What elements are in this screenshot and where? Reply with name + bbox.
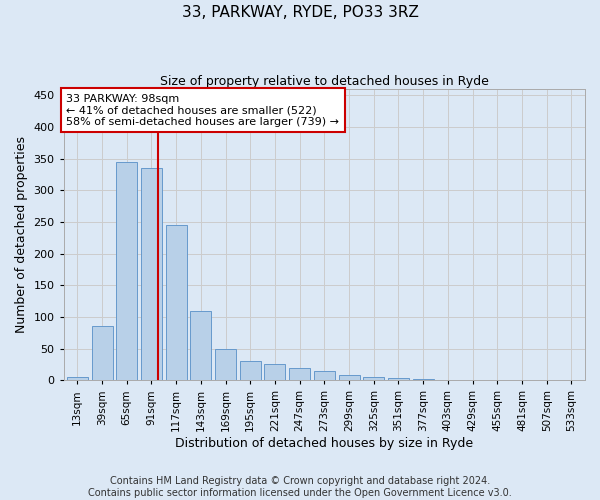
Bar [92,326,113,380]
Bar [215,348,236,380]
Text: Contains HM Land Registry data © Crown copyright and database right 2024.
Contai: Contains HM Land Registry data © Crown c… [88,476,512,498]
Bar [190,310,211,380]
Bar [240,362,261,380]
Text: 33 PARKWAY: 98sqm
← 41% of detached houses are smaller (522)
58% of semi-detache: 33 PARKWAY: 98sqm ← 41% of detached hous… [67,94,340,126]
Bar [67,377,88,380]
Y-axis label: Number of detached properties: Number of detached properties [15,136,28,333]
Bar [166,225,187,380]
Bar [141,168,162,380]
Bar [338,375,359,380]
Text: 33, PARKWAY, RYDE, PO33 3RZ: 33, PARKWAY, RYDE, PO33 3RZ [182,5,418,20]
Bar [388,378,409,380]
Bar [363,377,384,380]
Bar [413,379,434,380]
Bar [289,368,310,380]
Bar [265,364,286,380]
Bar [314,371,335,380]
X-axis label: Distribution of detached houses by size in Ryde: Distribution of detached houses by size … [175,437,473,450]
Title: Size of property relative to detached houses in Ryde: Size of property relative to detached ho… [160,75,489,88]
Bar [116,162,137,380]
